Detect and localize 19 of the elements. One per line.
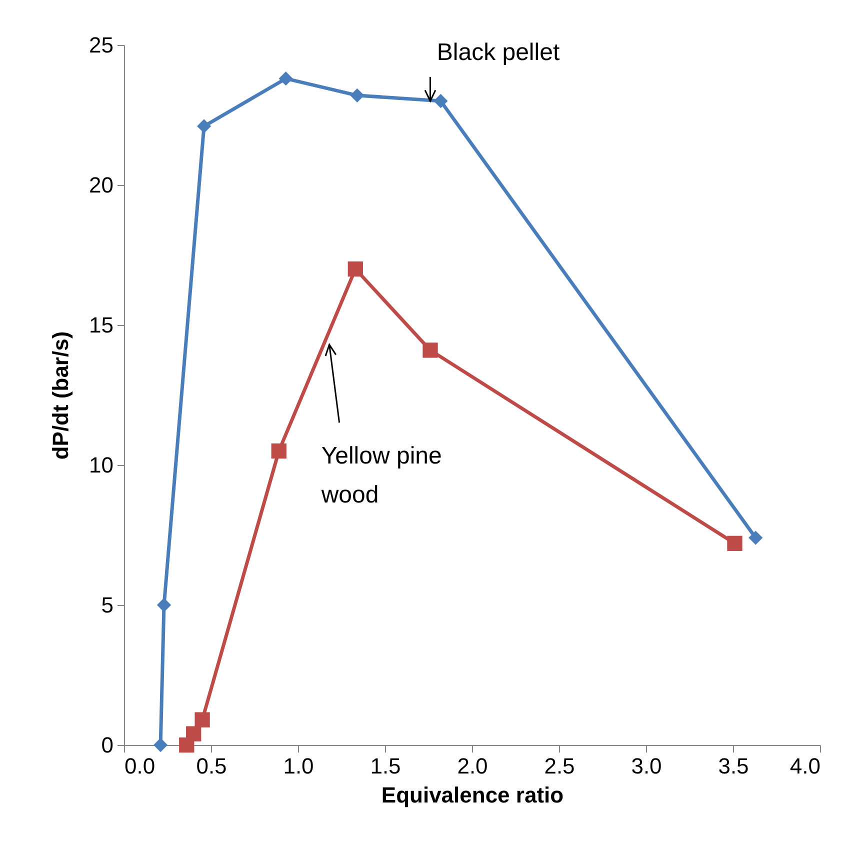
y-tick-label: 5 [101, 592, 114, 618]
x-tick-label: 0.0 [124, 754, 156, 778]
annotation: Yellow pine wood [320, 442, 442, 509]
x-tick-label: 3.5 [718, 754, 749, 778]
y-tick-label: 0 [101, 732, 114, 758]
y-axis-title: dP/dt (bar/s) [48, 331, 74, 460]
x-axis-title: Equivalence ratio [381, 782, 564, 808]
y-tick-label: 25 [89, 32, 114, 58]
x-tick-label: 0.5 [196, 754, 227, 778]
x-tick-label: 3.0 [631, 754, 662, 778]
y-tick-label: 20 [89, 172, 114, 198]
x-tick-label: 4.0 [790, 754, 820, 778]
y-tick-label: 10 [89, 452, 114, 478]
x-tick-label: 1.5 [370, 754, 401, 778]
x-tick-label: 2.5 [544, 754, 575, 778]
x-tick-label: 1.0 [283, 754, 314, 778]
y-tick-label: 15 [89, 312, 114, 338]
annotation: Black pellet [436, 39, 560, 66]
x-tick-label: 2.0 [457, 754, 488, 778]
